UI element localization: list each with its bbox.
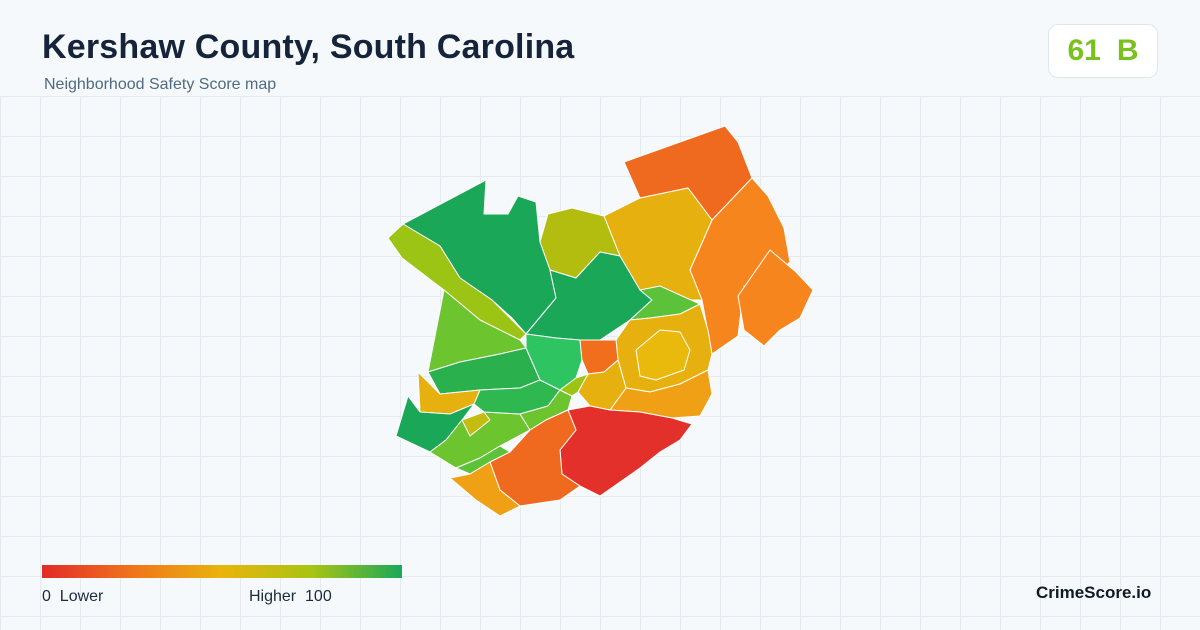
legend-max-value: 100 — [305, 588, 332, 605]
page-title: Kershaw County, South Carolina — [42, 28, 575, 66]
score-grade: B — [1116, 34, 1139, 67]
header-band — [0, 0, 1200, 96]
region-south-red[interactable] — [559, 405, 693, 497]
region-core-yellow[interactable] — [577, 359, 627, 411]
legend-min-value: 0 — [42, 588, 51, 605]
region-central-east-inner[interactable] — [635, 329, 691, 381]
legend-gradient-bar — [42, 565, 402, 578]
region-southwest-orange[interactable] — [449, 461, 521, 517]
score-value: 61 — [1067, 34, 1101, 67]
legend-labels: 0 Lower Higher 100 — [42, 588, 402, 608]
region-core-lime-center[interactable] — [559, 373, 589, 397]
legend-min-label: Lower — [59, 588, 104, 605]
page-subtitle: Neighborhood Safety Score map — [44, 76, 277, 93]
brand-logo-text[interactable]: CrimeScore.io — [1036, 583, 1152, 602]
region-central-yellow-small[interactable] — [461, 411, 491, 437]
region-east-far[interactable] — [737, 249, 814, 347]
legend-min: 0 Lower — [42, 588, 103, 606]
legend-max: Higher 100 — [249, 588, 332, 606]
legend-max-label: Higher — [249, 588, 297, 605]
score-badge: 61 B — [1048, 24, 1158, 78]
